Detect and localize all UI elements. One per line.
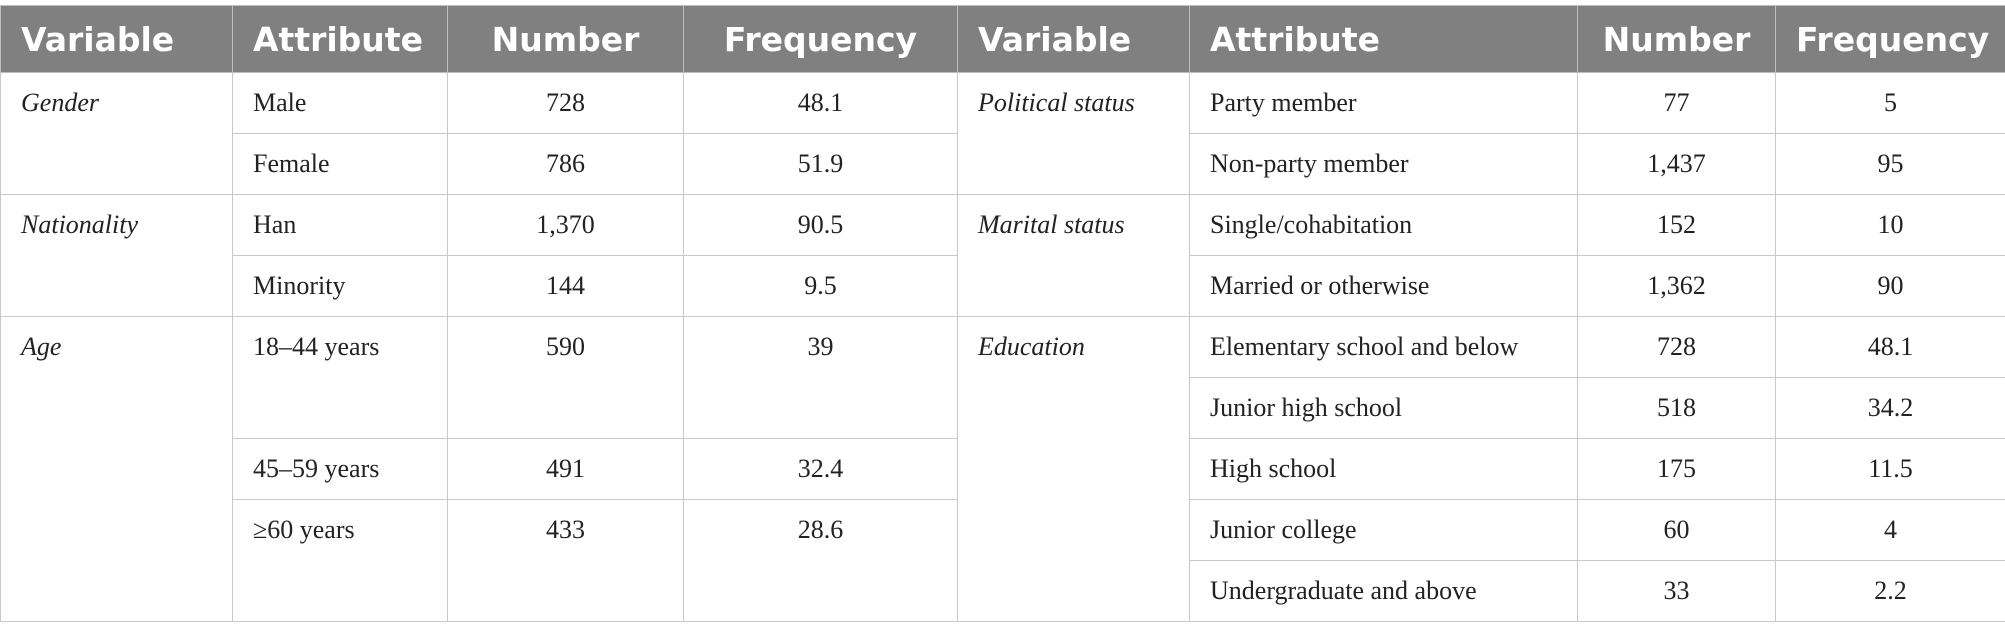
- number-cell: 60: [1577, 499, 1776, 561]
- attribute-cell: High school: [1189, 438, 1578, 500]
- frequency-cell: 4: [1775, 499, 2005, 561]
- header-number: Number: [447, 5, 684, 73]
- number-cell: 1,370: [447, 194, 684, 256]
- frequency-cell: 11.5: [1775, 438, 2005, 500]
- frequency-cell: 90: [1775, 255, 2005, 317]
- frequency-cell: 34.2: [1775, 377, 2005, 439]
- frequency-cell: 48.1: [683, 72, 958, 134]
- attribute-cell: Elementary school and below: [1189, 316, 1578, 378]
- frequency-cell: 32.4: [683, 438, 958, 500]
- table-row: Undergraduate and above 33 2.2: [1, 560, 2005, 622]
- table-row: Junior high school 518 34.2: [1, 377, 2005, 439]
- attribute-cell: Undergraduate and above: [1189, 560, 1578, 622]
- demographics-table: Variable Attribute Number Frequency Vari…: [0, 5, 2005, 622]
- number-cell: 590: [447, 316, 684, 439]
- frequency-cell: 9.5: [683, 255, 958, 317]
- frequency-cell: 10: [1775, 194, 2005, 256]
- variable-cell: Education: [957, 316, 1190, 622]
- attribute-cell: Male: [232, 72, 448, 134]
- attribute-cell: Junior college: [1189, 499, 1578, 561]
- frequency-cell: 90.5: [683, 194, 958, 256]
- variable-cell: Political status: [957, 72, 1190, 195]
- number-cell: 433: [447, 499, 684, 622]
- header-attribute: Attribute: [1189, 5, 1578, 73]
- attribute-cell: 45–59 years: [232, 438, 448, 500]
- header-number: Number: [1577, 5, 1776, 73]
- number-cell: 77: [1577, 72, 1776, 134]
- header-frequency: Frequency: [683, 5, 958, 73]
- frequency-cell: 51.9: [683, 133, 958, 195]
- frequency-cell: 95: [1775, 133, 2005, 195]
- variable-cell: Nationality: [0, 194, 233, 317]
- frequency-cell: 5: [1775, 72, 2005, 134]
- number-cell: 1,362: [1577, 255, 1776, 317]
- variable-cell: Age: [0, 316, 233, 622]
- frequency-cell: 48.1: [1775, 316, 2005, 378]
- number-cell: 728: [447, 72, 684, 134]
- number-cell: 728: [1577, 316, 1776, 378]
- attribute-cell: Han: [232, 194, 448, 256]
- attribute-cell: Junior high school: [1189, 377, 1578, 439]
- attribute-cell: ≥60 years: [232, 499, 448, 622]
- attribute-cell: Party member: [1189, 72, 1578, 134]
- attribute-cell: Non-party member: [1189, 133, 1578, 195]
- table-row: Gender Male 728 48.1 Political status Pa…: [0, 72, 2005, 195]
- attribute-cell: Minority: [232, 255, 448, 317]
- frequency-cell: 2.2: [1775, 560, 2005, 622]
- number-cell: 33: [1577, 560, 1776, 622]
- header-variable: Variable: [957, 5, 1190, 73]
- number-cell: 491: [447, 438, 684, 500]
- variable-cell: Marital status: [957, 194, 1190, 317]
- attribute-cell: Female: [232, 133, 448, 195]
- attribute-cell: Married or otherwise: [1189, 255, 1578, 317]
- table-row: ≥60 years 433 28.6 Junior college 60 4: [1, 499, 2005, 622]
- table-row: Minority 144 9.5 Married or otherwise 1,…: [1, 255, 2005, 317]
- table-row: Nationality Han 1,370 90.5 Marital statu…: [0, 194, 2005, 317]
- frequency-cell: 28.6: [683, 499, 958, 622]
- header-frequency: Frequency: [1775, 5, 2005, 73]
- table-row: 45–59 years 491 32.4 High school 175 11.…: [1, 438, 2005, 500]
- attribute-cell: 18–44 years: [232, 316, 448, 439]
- header-attribute: Attribute: [232, 5, 448, 73]
- header-row: Variable Attribute Number Frequency Vari…: [0, 5, 2005, 73]
- frequency-cell: 39: [683, 316, 958, 439]
- variable-cell: Gender: [0, 72, 233, 195]
- number-cell: 518: [1577, 377, 1776, 439]
- number-cell: 786: [447, 133, 684, 195]
- number-cell: 1,437: [1577, 133, 1776, 195]
- header-variable: Variable: [0, 5, 233, 73]
- number-cell: 144: [447, 255, 684, 317]
- number-cell: 152: [1577, 194, 1776, 256]
- attribute-cell: Single/cohabitation: [1189, 194, 1578, 256]
- table-row: Age 18–44 years 590 39 Education Element…: [0, 316, 2005, 622]
- number-cell: 175: [1577, 438, 1776, 500]
